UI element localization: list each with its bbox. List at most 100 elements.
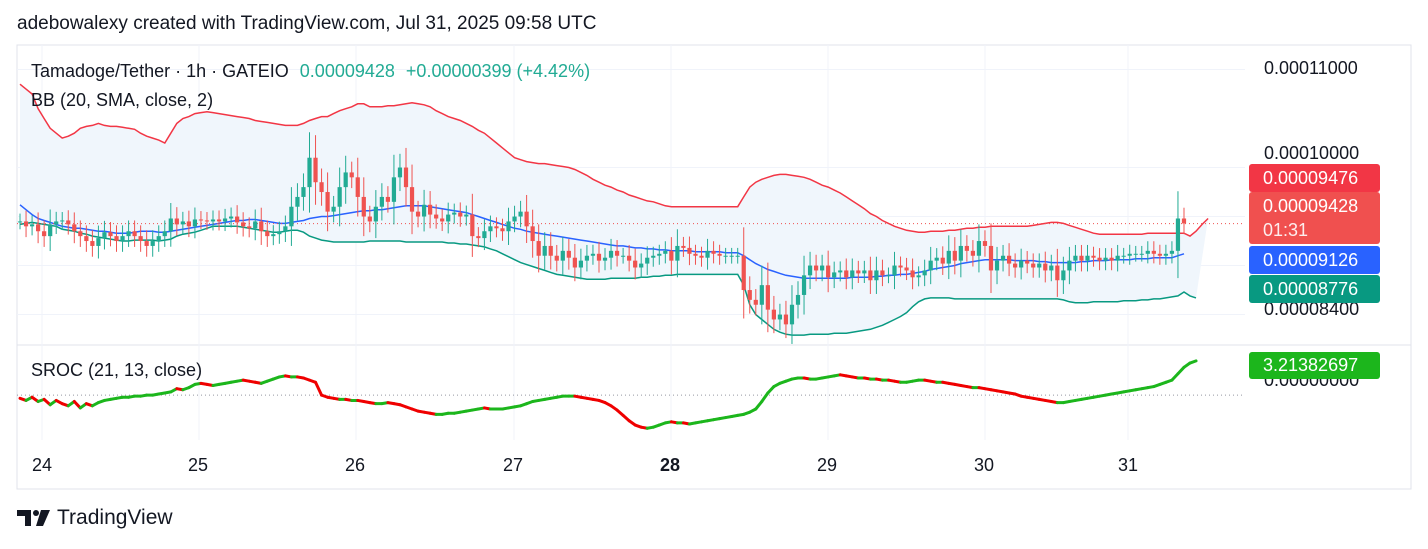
candle bbox=[277, 221, 282, 244]
candle-body bbox=[295, 196, 300, 207]
candle bbox=[494, 217, 499, 238]
bb-legend: BB (20, SMA, close, 2) bbox=[31, 90, 213, 111]
candle bbox=[542, 232, 547, 270]
candle-body bbox=[1181, 218, 1187, 224]
candle-body bbox=[331, 206, 336, 212]
candle-body bbox=[325, 192, 330, 212]
candle bbox=[355, 157, 360, 217]
candle-body bbox=[994, 260, 1000, 271]
candle bbox=[295, 183, 300, 221]
candle-body bbox=[964, 245, 969, 251]
candle bbox=[687, 236, 692, 266]
candle bbox=[434, 204, 439, 229]
candle-body bbox=[747, 290, 752, 300]
candle bbox=[1121, 247, 1126, 264]
candle bbox=[795, 281, 801, 319]
candle-body bbox=[1097, 257, 1102, 261]
candle bbox=[1055, 248, 1060, 297]
candle bbox=[1061, 256, 1066, 294]
candle-body bbox=[349, 172, 354, 178]
brand-name: TradingView bbox=[57, 506, 173, 529]
candle-body bbox=[373, 206, 378, 222]
symbol-change: +0.00000399 (+4.42%) bbox=[405, 61, 591, 81]
candle bbox=[168, 203, 173, 247]
candle-body bbox=[180, 221, 185, 225]
candle bbox=[783, 300, 789, 339]
candle-body bbox=[1163, 253, 1169, 256]
candle bbox=[1127, 244, 1132, 265]
candle bbox=[922, 259, 927, 287]
footer-brand[interactable]: TradingView bbox=[17, 506, 173, 530]
candle bbox=[283, 215, 288, 243]
candle bbox=[415, 200, 421, 228]
candle-body bbox=[970, 250, 976, 256]
candle bbox=[102, 220, 107, 250]
candle-body bbox=[928, 260, 933, 271]
candle-body bbox=[78, 231, 83, 237]
bb-upper-tag: 0.00009476 bbox=[1249, 164, 1380, 192]
candle bbox=[1115, 244, 1120, 272]
candle-body bbox=[1043, 263, 1048, 271]
candle-body bbox=[651, 255, 656, 258]
candle bbox=[759, 265, 764, 325]
candle bbox=[958, 229, 963, 278]
candle bbox=[210, 210, 216, 231]
candle-body bbox=[904, 267, 909, 271]
candle bbox=[826, 250, 831, 293]
candle bbox=[693, 244, 698, 265]
candle bbox=[1145, 241, 1150, 264]
candle-body bbox=[391, 177, 397, 202]
candle-body bbox=[705, 250, 710, 258]
time-axis-label: 30 bbox=[974, 455, 995, 475]
candle-body bbox=[1091, 255, 1096, 258]
candle bbox=[440, 208, 445, 232]
candle bbox=[633, 248, 638, 280]
candle bbox=[850, 258, 855, 290]
candle bbox=[982, 230, 988, 257]
candle bbox=[90, 230, 95, 257]
sroc-value-tag: 3.21382697 bbox=[1249, 352, 1380, 379]
candle bbox=[729, 247, 734, 264]
candle-body bbox=[566, 250, 571, 258]
candle-body bbox=[156, 236, 161, 242]
candle bbox=[651, 246, 656, 267]
candle-body bbox=[494, 226, 499, 229]
candle-body bbox=[488, 226, 493, 232]
candle-body bbox=[614, 250, 620, 256]
candle-body bbox=[596, 253, 602, 261]
candle-body bbox=[669, 250, 674, 261]
candle bbox=[747, 276, 752, 314]
candle-body bbox=[1151, 250, 1156, 254]
candle bbox=[789, 285, 795, 344]
candle-body bbox=[132, 231, 137, 237]
candle bbox=[464, 205, 469, 226]
candle-body bbox=[102, 232, 107, 239]
candle-body bbox=[1157, 253, 1162, 256]
candle-body bbox=[168, 218, 173, 232]
candle-body bbox=[982, 241, 988, 246]
candle bbox=[548, 232, 553, 270]
candle-body bbox=[1121, 255, 1126, 257]
candle-body bbox=[801, 275, 807, 295]
candle-body bbox=[946, 250, 951, 264]
candle bbox=[253, 209, 258, 241]
candle bbox=[512, 205, 517, 233]
candle-body bbox=[910, 270, 915, 278]
candle-body bbox=[458, 212, 463, 217]
candle-body bbox=[874, 270, 879, 281]
candle bbox=[645, 246, 650, 275]
candle bbox=[156, 225, 161, 252]
candle bbox=[518, 200, 523, 228]
candle bbox=[259, 207, 264, 245]
candle-body bbox=[114, 236, 119, 242]
candle bbox=[367, 205, 372, 233]
candle-body bbox=[506, 221, 511, 232]
candle bbox=[17, 213, 23, 230]
candle bbox=[458, 202, 463, 227]
candle bbox=[325, 172, 330, 232]
candle-body bbox=[1006, 255, 1012, 264]
candle bbox=[186, 210, 191, 238]
candle-body bbox=[108, 232, 113, 237]
candle-body bbox=[446, 214, 451, 222]
